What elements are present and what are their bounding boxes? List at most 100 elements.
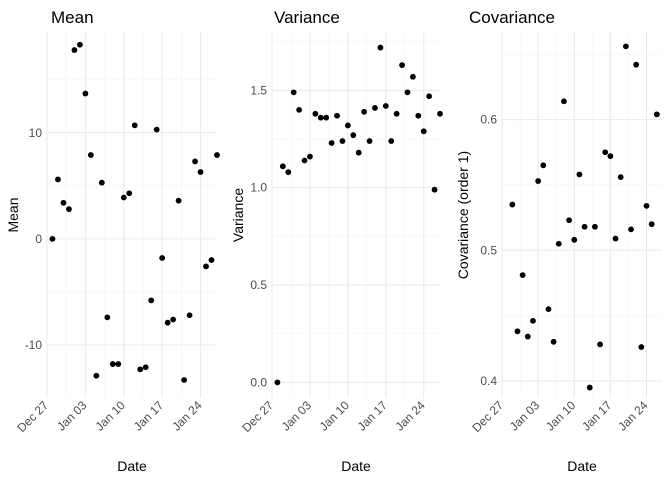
data-point: [555, 240, 562, 247]
data-point: [607, 153, 614, 160]
y-tick-label: 0.6: [480, 113, 497, 127]
x-tick-label: Jan 24: [615, 398, 651, 434]
panel-mean: Dec 27 Jan 03 Jan 10 Jan 17 Jan 24 -10 0 10 Mean…: [5, 8, 220, 474]
data-point: [159, 255, 166, 261]
data-point: [98, 179, 105, 186]
data-point: [164, 319, 171, 326]
data-point: [540, 162, 547, 169]
x-tick-label: Jan 17: [579, 398, 615, 434]
x-tick-label: Jan 10: [543, 398, 579, 434]
data-point: [431, 186, 438, 193]
data-point: [109, 361, 116, 367]
data-point: [170, 316, 177, 323]
data-point: [312, 110, 319, 117]
data-point: [633, 61, 640, 68]
panel-variance: Dec 27 Jan 03 Jan 10 Jan 17 Jan 24 0.0 0.5 1.0 1…: [230, 8, 443, 474]
y-tick-label: 1.5: [250, 83, 267, 97]
data-point: [334, 112, 340, 119]
data-point: [399, 62, 405, 68]
data-point: [592, 223, 598, 230]
data-point: [571, 236, 578, 243]
data-point: [93, 372, 100, 379]
data-point: [328, 140, 335, 146]
x-tick-label: Jan 10: [93, 398, 129, 434]
data-point: [77, 41, 83, 48]
data-point: [586, 384, 593, 391]
data-point: [301, 157, 308, 164]
x-tick-label: Jan 03: [507, 398, 543, 434]
data-point: [653, 111, 660, 118]
data-point: [339, 138, 346, 144]
data-point: [628, 226, 634, 233]
data-point: [382, 103, 389, 109]
data-point: [323, 114, 330, 121]
x-tick-label: Jan 03: [279, 398, 315, 434]
panel-title: Variance: [274, 8, 340, 27]
data-point: [643, 202, 650, 209]
data-point: [120, 194, 127, 201]
y-tick-label: 0: [35, 232, 42, 246]
data-point: [437, 110, 443, 117]
data-point: [576, 171, 583, 178]
data-point: [131, 122, 138, 129]
data-point: [420, 128, 427, 135]
x-tick-label: Jan 17: [131, 398, 167, 434]
data-point: [509, 201, 516, 208]
data-point: [612, 235, 619, 242]
data-point: [290, 89, 297, 96]
data-point: [426, 93, 433, 100]
data-point: [153, 126, 160, 133]
data-point: [514, 328, 521, 335]
y-tick-label: 0.5: [250, 278, 267, 292]
data-point: [410, 73, 416, 80]
x-tick-label: Jan 24: [169, 398, 205, 434]
x-axis-title: Date: [341, 458, 371, 474]
data-point: [524, 333, 531, 340]
panel-title: Mean: [51, 8, 94, 27]
data-point: [186, 312, 193, 319]
data-point: [142, 364, 149, 371]
data-point: [617, 174, 624, 180]
y-tick-label: 10: [29, 126, 43, 140]
y-tick-label: 0.0: [250, 375, 267, 389]
data-point: [285, 169, 292, 176]
data-point: [344, 122, 351, 129]
y-axis-title: Covariance (order 1): [455, 151, 471, 279]
data-point: [104, 314, 111, 321]
y-axis-title: Mean: [5, 197, 21, 232]
data-point: [355, 149, 362, 156]
data-point: [550, 338, 557, 345]
data-point: [274, 379, 281, 386]
x-tick-label: Jan 17: [355, 398, 391, 434]
x-axis-title: Date: [117, 458, 147, 474]
data-point: [361, 108, 368, 115]
data-point: [49, 235, 56, 242]
y-tick-label: 1.0: [250, 181, 267, 195]
x-tick-label: Jan 24: [392, 398, 428, 434]
data-point: [55, 176, 61, 183]
data-point: [71, 47, 78, 53]
data-point: [197, 169, 204, 175]
data-point: [530, 317, 536, 324]
data-point: [519, 272, 526, 279]
x-tick-label: Jan 03: [54, 398, 90, 434]
data-point: [208, 257, 215, 263]
data-point: [638, 344, 645, 350]
data-point: [126, 190, 133, 197]
data-point: [648, 221, 655, 228]
data-point: [393, 110, 400, 117]
data-point: [388, 138, 395, 144]
data-point: [602, 149, 609, 156]
x-tick-label: Dec 27: [14, 398, 51, 435]
panel-title: Covariance: [469, 8, 555, 27]
data-point: [82, 90, 89, 97]
data-point: [404, 89, 411, 96]
data-point: [148, 297, 155, 304]
data-point: [597, 341, 603, 348]
data-point: [566, 217, 572, 224]
data-point: [214, 152, 220, 158]
y-tick-label: -10: [25, 338, 43, 352]
data-point: [115, 361, 122, 367]
x-tick-label: Jan 10: [317, 398, 353, 434]
